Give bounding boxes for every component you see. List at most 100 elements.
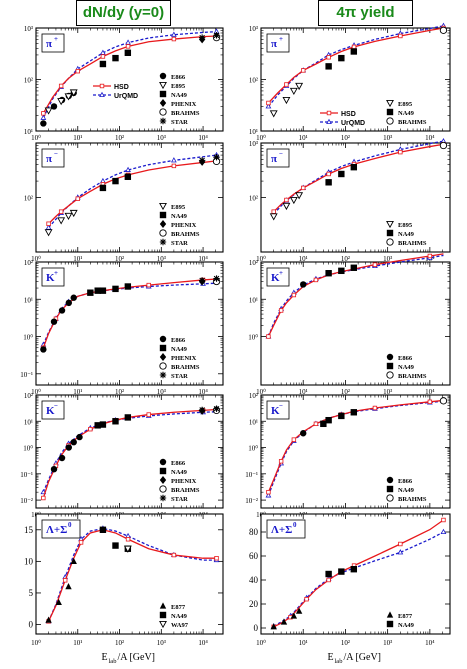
x-tick-label: 10² <box>115 255 124 263</box>
hsd-point <box>58 83 64 89</box>
y-tick-label: 10¹ <box>24 296 33 304</box>
data-point-e866 <box>50 465 58 473</box>
data-point-e866 <box>300 430 307 437</box>
panel-pi-_4pi: 10⁰ 10¹ 10² 10³ 10⁴ 10² 10³ π− E895 NA49 BRAHMS <box>249 137 451 263</box>
x-tick-label: 10⁴ <box>425 388 435 396</box>
data-point-e877 <box>270 623 277 630</box>
data-point-na49 <box>350 48 358 55</box>
data-point-e866 <box>58 307 66 314</box>
x-tick-label: 10³ <box>157 639 166 647</box>
y-tick-label: 40 <box>249 575 259 585</box>
data-point-e895 <box>57 217 66 225</box>
legend-marker-brahms <box>159 362 167 370</box>
y-tick-label: 10⁰ <box>23 334 33 342</box>
legend-marker-phenix <box>159 99 167 107</box>
y-tick-label: 10¹ <box>249 128 258 136</box>
legend-marker-e895 <box>159 202 167 211</box>
legend-label-wa97: WA97 <box>171 622 189 629</box>
x-axis-label-sub: lab <box>109 658 117 665</box>
x-axis-label-sub: lab <box>335 658 343 665</box>
legend-label-e877: E877 <box>171 604 186 611</box>
hsd-point <box>398 33 403 39</box>
data-point-na49 <box>124 414 132 421</box>
legend-marker-brahms <box>386 371 394 379</box>
x-tick-label: 10¹ <box>73 134 82 142</box>
hsd-point <box>291 437 297 442</box>
data-point-na49 <box>99 287 107 294</box>
legend-label-e895: E895 <box>171 83 186 90</box>
legend-label-na49: NA49 <box>171 92 188 99</box>
legend-marker-na49 <box>386 620 394 628</box>
particle-label: π <box>271 38 277 50</box>
x-tick-label: 10² <box>115 639 124 647</box>
data-point-na49 <box>99 60 107 68</box>
legend-label-e866: E866 <box>171 74 186 81</box>
legend-marker-e895 <box>159 81 167 90</box>
data-point-star <box>213 153 220 161</box>
legend-label-e895: E895 <box>398 101 413 108</box>
x-tick-label: 10¹ <box>73 255 82 263</box>
legend-label-brahms: BRAHMS <box>171 364 200 371</box>
hsd-point <box>326 577 331 583</box>
x-tick-label: 10⁰ <box>256 388 266 396</box>
x-tick-label: 10¹ <box>299 639 308 647</box>
legend-label-phenix: PHENIX <box>171 101 197 108</box>
data-point-star <box>198 34 206 41</box>
data-point-na49 <box>350 566 358 573</box>
data-point-na49 <box>350 264 358 271</box>
legend-marker-e895 <box>386 99 394 108</box>
legend-marker-brahms <box>386 494 394 502</box>
data-point-e866 <box>50 103 58 110</box>
x-tick-label: 10⁰ <box>256 134 266 142</box>
x-tick-label: 10³ <box>157 134 166 142</box>
legend-urqmd-marker <box>326 118 332 124</box>
legend-marker-na49 <box>159 211 167 219</box>
legend-hsd-marker <box>326 110 332 116</box>
legend-marker-phenix <box>159 220 167 228</box>
x-axis-label-rest: /A [GeV] <box>344 652 382 663</box>
y-tick-label: 10⁻¹ <box>20 371 33 379</box>
x-tick-label: 10⁰ <box>31 134 41 142</box>
y-tick-label: 10¹ <box>249 418 258 426</box>
y-tick-label: 10³ <box>249 25 258 33</box>
data-point-e877 <box>290 612 298 619</box>
x-tick-label: 10³ <box>383 255 392 263</box>
data-point-na49 <box>325 570 332 578</box>
data-point-na49 <box>320 420 327 428</box>
legend-marker-na49 <box>159 344 167 352</box>
hsd-point <box>78 540 84 545</box>
x-axis-label-rest: /A [GeV] <box>118 652 156 663</box>
data-point-star <box>213 275 220 282</box>
urqmd-point <box>265 492 272 498</box>
particle-label: Λ+Σ <box>271 524 292 536</box>
x-tick-label: 10⁴ <box>198 255 208 263</box>
right-column-header: 4π yield <box>318 0 413 26</box>
urqmd-point <box>40 114 47 120</box>
data-point-brahms <box>439 397 448 405</box>
y-tick-label: 0 <box>254 623 259 633</box>
particle-charge: − <box>54 402 58 410</box>
hsd-point <box>171 552 177 558</box>
plot-frame <box>35 261 224 386</box>
legend-label-e866: E866 <box>171 460 186 467</box>
y-tick-label: 60 <box>249 551 259 561</box>
y-tick-label: 20 <box>249 599 259 609</box>
legend-marker-e866 <box>159 72 167 80</box>
particle-label-box <box>266 148 290 168</box>
legend-label-na49: NA49 <box>171 346 188 353</box>
data-point-na49 <box>99 526 107 533</box>
y-tick-label: 10¹ <box>249 296 258 304</box>
panel-k-_4pi: 10⁰10¹10²10³10⁴10⁻²10⁻¹10⁰10¹10²K−E866NA… <box>245 392 451 519</box>
hsd-point <box>427 253 433 259</box>
particle-label: Λ+Σ <box>46 524 67 536</box>
particle-charge: 0 <box>293 521 297 529</box>
data-point-star <box>198 277 206 284</box>
y-tick-label: 10³ <box>249 140 258 148</box>
data-point-na49 <box>112 418 119 425</box>
x-tick-label: 10⁰ <box>31 639 41 647</box>
hsd-point <box>58 209 64 214</box>
x-tick-label: 10³ <box>383 639 392 647</box>
data-point-na49 <box>112 285 119 293</box>
legend-label-star: STAR <box>171 496 188 503</box>
